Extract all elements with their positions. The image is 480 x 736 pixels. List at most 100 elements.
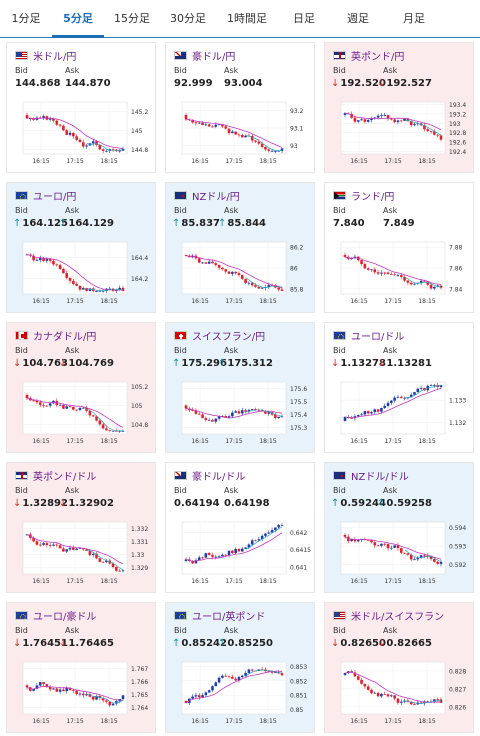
candle-body — [197, 695, 201, 698]
currency-card[interactable]: NZドル/ドル Bid Ask ↑0.59244 ↑0.59258 0.594 0.593 0… — [324, 462, 474, 593]
bid-label: Bid — [333, 626, 346, 635]
currency-card[interactable]: 英ポンド/ドル Bid Ask ↓1.32892 ↓1.32902 1.332 1.331 1… — [6, 462, 156, 593]
gb-flag-icon — [333, 50, 346, 60]
candle-body — [221, 554, 224, 557]
ask-number: 0.82665 — [386, 638, 432, 649]
y-tick-label: 1.767 — [131, 666, 148, 673]
currency-card[interactable]: カナダドル/円 Bid Ask ↓104.763 ↓104.769 105.2 105 104… — [6, 322, 156, 453]
y-tick-label: 0.853 — [290, 664, 307, 671]
candle-body — [366, 539, 370, 541]
card-title[interactable]: カナダドル/円 — [15, 328, 96, 343]
candle-body — [108, 288, 112, 290]
currency-card[interactable]: ユーロ/英ポンド Bid Ask ↑0.85242 ↑0.85250 0.853 0.852… — [165, 602, 315, 733]
moving-average-short-line — [86, 143, 124, 151]
candle-body — [353, 539, 357, 542]
card-title[interactable]: 米ドル/円 — [15, 48, 76, 63]
y-tick-label: 1.332 — [131, 526, 148, 533]
currency-card[interactable]: ランド/円 Bid Ask 7.840 7.849 7.88 7.86 7.84 16:15 17… — [324, 182, 474, 313]
card-title[interactable]: 豪ドル/ドル — [174, 468, 245, 483]
tab-2[interactable]: 15分足 — [114, 11, 150, 25]
tab-7[interactable]: 月足 — [403, 11, 425, 25]
candle-body — [396, 396, 400, 398]
moving-average-short-line — [86, 288, 124, 292]
x-tick-label: 16:15 — [191, 578, 208, 585]
candle-body — [197, 122, 201, 124]
currency-card[interactable]: 米ドル/スイスフラン Bid Ask ↓0.82650 ↓0.82665 0.828 0.8… — [324, 602, 474, 733]
tab-4[interactable]: 1時間足 — [227, 11, 267, 25]
currency-card[interactable]: ユーロ/円 Bid Ask ↑164.125 ↑164.129 164.4 164.2 16:… — [6, 182, 156, 313]
candle-body — [224, 675, 228, 677]
card-title-text: ユーロ/英ポンド — [192, 611, 266, 623]
candle-body — [277, 525, 280, 528]
candle-body — [211, 126, 214, 128]
candle-body — [227, 416, 231, 418]
price-chart: 1.332 1.331 1.33 1.329 16:15 17:15 18:15 — [22, 521, 148, 585]
candle-body — [72, 690, 75, 691]
tab-6[interactable]: 週足 — [347, 11, 369, 25]
currency-card[interactable]: NZドル/円 Bid Ask ↑85.837 ↑85.844 86.2 86 85.8 16:1… — [165, 182, 315, 313]
card-title[interactable]: ユーロ/英ポンド — [174, 608, 266, 623]
currency-card[interactable]: 豪ドル/ドル Bid Ask 0.64194 0.64198 0.642 0.6415 0.6… — [165, 462, 315, 593]
currency-card[interactable]: 豪ドル/円 Bid Ask 92.999 93.004 93.2 93.1 93 16:15 17… — [165, 42, 315, 173]
ask-number: 192.527 — [386, 78, 432, 89]
y-tick-label: 164.2 — [131, 276, 148, 283]
card-title[interactable]: ユーロ/豪ドル — [15, 608, 96, 623]
candle-body — [197, 413, 201, 415]
candle-body — [224, 269, 228, 272]
tab-0[interactable]: 1分足 — [11, 11, 41, 25]
currency-card[interactable]: 英ポンド/円 Bid Ask ↓192.520 ↓192.527 193.4 193.2 19… — [324, 42, 474, 173]
ask-label: Ask — [383, 346, 398, 355]
card-title[interactable]: 英ポンド/円 — [333, 48, 404, 63]
tab-3[interactable]: 30分足 — [170, 11, 206, 25]
moving-average-short-line — [404, 276, 442, 288]
eu-flag-icon — [15, 190, 28, 200]
tab-5[interactable]: 日足 — [293, 11, 315, 25]
candle-body — [111, 563, 115, 568]
candle-body — [406, 280, 410, 283]
candle-body — [277, 287, 280, 290]
y-tick-label: 7.84 — [449, 286, 463, 293]
candle-body — [204, 124, 208, 126]
card-title[interactable]: ユーロ/円 — [15, 188, 76, 203]
card-title[interactable]: 英ポンド/ドル — [15, 468, 96, 483]
card-title[interactable]: 豪ドル/円 — [174, 48, 235, 63]
bid-value: ↓192.520 — [331, 78, 386, 89]
candle-body — [353, 117, 357, 122]
arrow-down-icon: ↓ — [13, 358, 22, 369]
ask-value: ↓104.769 — [59, 358, 114, 369]
candle-body — [65, 406, 69, 409]
candle-body — [58, 689, 62, 692]
card-title[interactable]: NZドル/円 — [174, 188, 240, 203]
candle-body — [399, 120, 403, 122]
card-title[interactable]: NZドル/ドル — [333, 468, 409, 483]
candle-body — [386, 694, 390, 697]
tab-1[interactable]: 5分足 — [52, 0, 104, 38]
currency-card[interactable]: ユーロ/豪ドル Bid Ask ↓1.76451 ↓1.76465 1.767 1.766 1… — [6, 602, 156, 733]
x-tick-label: 16:15 — [32, 578, 49, 585]
y-tick-label: 192.4 — [449, 149, 466, 156]
candle-body — [52, 400, 55, 404]
currency-card[interactable]: 米ドル/円 Bid Ask 144.868 144.870 145.2 145 144.8 16… — [6, 42, 156, 173]
y-tick-label: 93.1 — [290, 126, 304, 133]
candle-body — [118, 570, 121, 572]
y-tick-label: 0.594 — [449, 525, 466, 532]
candle-body — [91, 141, 95, 144]
candle-body — [396, 698, 400, 703]
currency-card[interactable]: スイスフラン/円 Bid Ask ↑175.296 ↑175.312 175.6 175.5… — [165, 322, 315, 453]
card-title[interactable]: 米ドル/スイスフラン — [333, 608, 444, 623]
candle-body — [121, 430, 125, 432]
x-tick-label: 18:15 — [259, 158, 276, 165]
currency-card[interactable]: ユーロ/ドル Bid Ask ↓1.13278 ↓1.13281 1.133 1.132 16… — [324, 322, 474, 453]
moving-average-line — [344, 671, 442, 703]
card-title[interactable]: スイスフラン/円 — [174, 328, 265, 343]
candle-body — [370, 689, 373, 694]
candle-body — [101, 290, 105, 292]
card-title[interactable]: ランド/円 — [333, 188, 394, 203]
card-title[interactable]: ユーロ/ドル — [333, 328, 404, 343]
candle-body — [240, 134, 244, 138]
candle-body — [68, 547, 72, 550]
moving-average-line — [344, 112, 442, 131]
candle-body — [254, 140, 257, 142]
candle-body — [35, 541, 39, 545]
bid-label: Bid — [15, 486, 28, 495]
